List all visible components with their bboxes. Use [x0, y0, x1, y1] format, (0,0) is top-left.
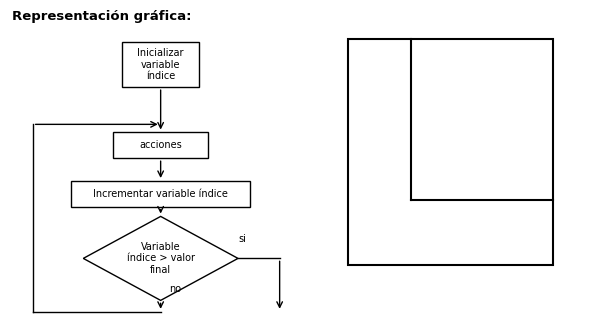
Text: acciones: acciones — [139, 141, 182, 150]
Bar — [113, 132, 208, 158]
Text: Representación gráfica:: Representación gráfica: — [12, 10, 192, 23]
Bar — [122, 42, 199, 87]
Text: si: si — [238, 234, 246, 244]
Text: Incrementar variable índice: Incrementar variable índice — [93, 189, 228, 199]
Bar — [348, 39, 553, 265]
Polygon shape — [83, 216, 238, 300]
Text: no: no — [170, 284, 181, 294]
Text: Inicializar
variable
índice: Inicializar variable índice — [137, 48, 184, 81]
Bar — [71, 181, 250, 207]
Text: Variable
índice > valor
final: Variable índice > valor final — [127, 242, 195, 275]
